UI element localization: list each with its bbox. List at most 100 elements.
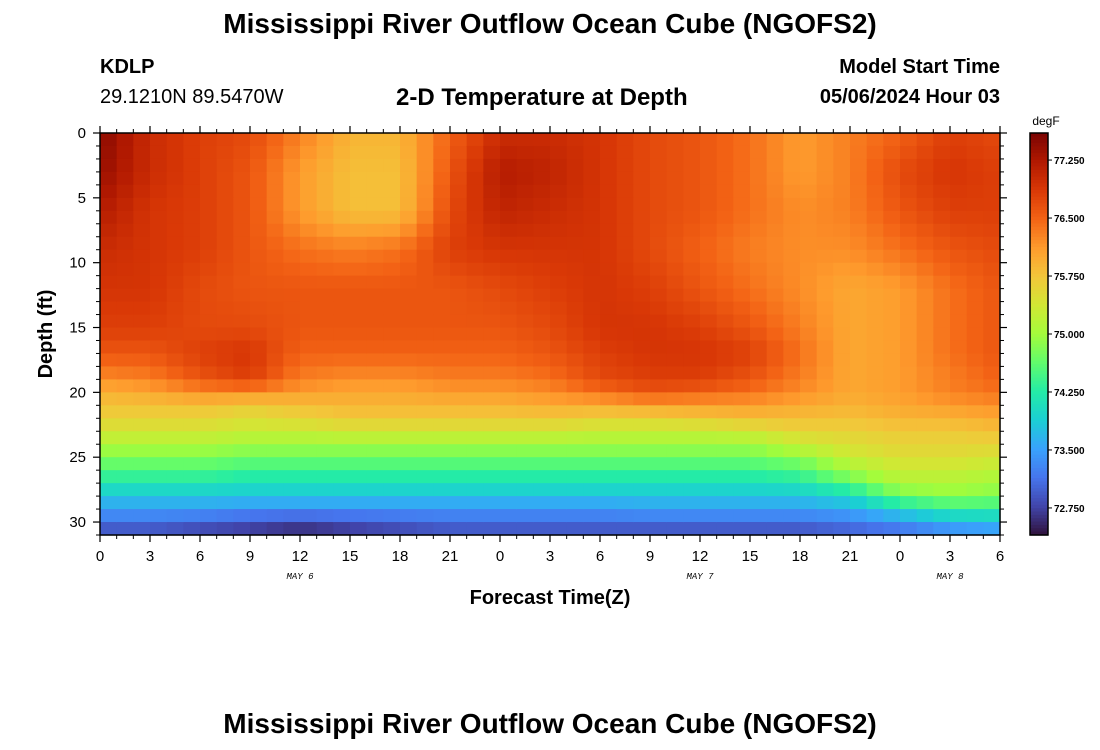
- heatmap-cell: [650, 236, 668, 251]
- heatmap-cell: [416, 314, 434, 329]
- heatmap-cell: [650, 405, 668, 419]
- heatmap-cell: [283, 223, 301, 238]
- heatmap-cell: [400, 223, 418, 238]
- heatmap-cell: [616, 405, 634, 419]
- heatmap-cell: [383, 262, 401, 277]
- heatmap-cell: [916, 249, 934, 264]
- heatmap-cell: [750, 223, 768, 238]
- heatmap-cell: [166, 340, 184, 355]
- colorbar-swatch: [1030, 454, 1048, 459]
- heatmap-cell: [983, 470, 1001, 484]
- heatmap-cell: [800, 210, 818, 225]
- colorbar-swatch: [1030, 287, 1048, 292]
- heatmap-cell: [200, 301, 218, 316]
- colorbar-swatch: [1030, 317, 1048, 322]
- heatmap-cell: [183, 405, 201, 419]
- heatmap-cell: [383, 210, 401, 225]
- colorbar-swatch: [1030, 323, 1048, 328]
- heatmap-cell: [450, 275, 468, 290]
- heatmap-cell: [233, 210, 251, 225]
- colorbar-swatch: [1030, 394, 1048, 399]
- heatmap-cell: [783, 133, 801, 147]
- heatmap-cell: [483, 223, 501, 238]
- heatmap-cell: [750, 340, 768, 355]
- heatmap-cell: [750, 262, 768, 277]
- heatmap-cell: [350, 236, 368, 251]
- heatmap-cell: [516, 171, 534, 186]
- heatmap-cell: [150, 431, 168, 445]
- heatmap-cell: [766, 249, 784, 264]
- heatmap-cell: [766, 340, 784, 355]
- heatmap-cell: [500, 184, 518, 199]
- heatmap-cell: [533, 366, 551, 380]
- heatmap-cell: [850, 249, 868, 264]
- heatmap-cell: [550, 418, 568, 432]
- heatmap-cell: [450, 340, 468, 355]
- heatmap-cell: [383, 444, 401, 458]
- colorbar-swatch: [1030, 256, 1048, 261]
- heatmap-cell: [333, 457, 351, 471]
- heatmap-cell: [450, 392, 468, 406]
- heatmap-cell: [166, 301, 184, 316]
- heatmap-cell: [916, 288, 934, 303]
- heatmap-cell: [100, 145, 118, 160]
- heatmap-cell: [683, 405, 701, 419]
- heatmap-cell: [566, 327, 584, 342]
- heatmap-cell: [116, 249, 134, 264]
- heatmap-cell: [566, 236, 584, 251]
- heatmap-cell: [316, 249, 334, 264]
- heatmap-cell: [883, 522, 901, 536]
- heatmap-cell: [516, 262, 534, 277]
- heatmap-cell: [383, 392, 401, 406]
- heatmap-cell: [333, 392, 351, 406]
- heatmap-cell: [366, 314, 384, 329]
- heatmap-cell: [216, 496, 234, 510]
- x-tick-label: 6: [996, 548, 1004, 565]
- colorbar-swatch: [1030, 427, 1048, 432]
- heatmap-cell: [316, 496, 334, 510]
- heatmap-cell: [516, 431, 534, 445]
- heatmap-cell: [350, 223, 368, 238]
- heatmap-cell: [250, 171, 268, 186]
- heatmap-cell: [933, 171, 951, 186]
- heatmap-cell: [500, 197, 518, 212]
- heatmap-cell: [266, 184, 284, 199]
- heatmap-cell: [266, 197, 284, 212]
- colorbar-swatch: [1030, 424, 1048, 429]
- heatmap-cell: [850, 444, 868, 458]
- heatmap-cell: [400, 509, 418, 523]
- heatmap-cell: [983, 158, 1001, 173]
- heatmap-cell: [166, 145, 184, 160]
- heatmap-cell: [483, 288, 501, 303]
- heatmap-cell: [416, 444, 434, 458]
- heatmap-cell: [666, 158, 684, 173]
- heatmap-cell: [400, 392, 418, 406]
- heatmap-cell: [400, 444, 418, 458]
- heatmap-cell: [566, 249, 584, 264]
- heatmap-cell: [383, 314, 401, 329]
- heatmap-cell: [850, 262, 868, 277]
- heatmap-cell: [983, 509, 1001, 523]
- heatmap-cell: [833, 522, 851, 536]
- heatmap-cell: [566, 158, 584, 173]
- heatmap-cell: [233, 418, 251, 432]
- heatmap-cell: [200, 197, 218, 212]
- heatmap-cell: [116, 197, 134, 212]
- heatmap-cell: [416, 197, 434, 212]
- heatmap-cell: [500, 133, 518, 147]
- heatmap-cell: [100, 288, 118, 303]
- heatmap-cell: [483, 133, 501, 147]
- heatmap-cell: [250, 470, 268, 484]
- heatmap-cell: [550, 133, 568, 147]
- heatmap-cell: [116, 262, 134, 277]
- heatmap-cell: [916, 275, 934, 290]
- heatmap-cell: [633, 483, 651, 497]
- heatmap-cell: [350, 288, 368, 303]
- heatmap-cell: [583, 418, 601, 432]
- heatmap-cell: [750, 133, 768, 147]
- heatmap-cell: [400, 522, 418, 536]
- heatmap-cell: [333, 483, 351, 497]
- heatmap-cell: [316, 288, 334, 303]
- heatmap-cell: [800, 418, 818, 432]
- heatmap-cell: [533, 223, 551, 238]
